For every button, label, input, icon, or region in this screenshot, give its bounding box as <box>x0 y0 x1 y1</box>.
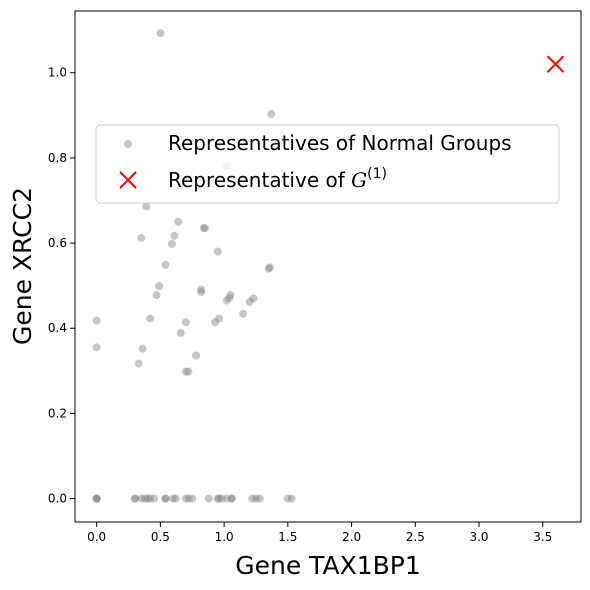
data-point-normal-group <box>174 217 183 226</box>
y-tick-label: 0.0 <box>48 492 67 506</box>
data-point-normal-group <box>227 494 236 503</box>
data-point-normal-group <box>141 494 150 503</box>
data-point-normal-group <box>248 494 257 503</box>
legend-marker-g1 <box>119 171 137 189</box>
data-point-normal-group <box>264 264 273 273</box>
data-point-normal-group <box>251 494 260 503</box>
data-point-normal-group <box>213 494 222 503</box>
data-point-normal-group <box>267 110 276 119</box>
data-point-normal-group <box>217 494 226 503</box>
data-point-normal-group <box>184 494 193 503</box>
legend-label-normal-groups: Representatives of Normal Groups <box>168 131 512 155</box>
data-point-normal-group <box>283 494 292 503</box>
y-tick-label: 0.8 <box>48 151 67 165</box>
data-point-normal-group <box>92 494 101 503</box>
data-point-g1 <box>546 55 565 73</box>
data-point-normal-group <box>138 344 147 353</box>
y-tick-label: 0.6 <box>48 236 67 250</box>
data-point-normal-group <box>225 294 234 303</box>
legend-label-g1-math-base: G <box>351 168 367 192</box>
data-point-normal-group <box>92 494 101 503</box>
data-point-normal-group <box>249 294 258 303</box>
x-axis-ticks: 0.0 0.5 1.0 1.5 2.0 2.5 3.0 3.5 <box>87 522 552 544</box>
plot-area-frame <box>74 10 582 523</box>
data-point-normal-group <box>201 224 210 233</box>
x-tick-label: 2.0 <box>342 530 361 544</box>
legend-label-g1: Representative of G(1) <box>168 166 387 192</box>
data-point-normal-group <box>150 494 159 503</box>
data-point-normal-group <box>255 494 264 503</box>
x-axis-label: Gene TAX1BP1 <box>235 551 421 580</box>
data-point-normal-group <box>130 494 139 503</box>
data-point-normal-group <box>161 260 170 269</box>
data-point-normal-group <box>161 494 170 503</box>
y-tick-label: 1.0 <box>48 66 67 80</box>
data-point-normal-group <box>184 367 193 376</box>
data-point-normal-group <box>211 318 220 327</box>
data-point-normal-group <box>152 291 161 300</box>
data-point-normal-group <box>239 309 248 318</box>
data-point-normal-group <box>181 494 190 503</box>
data-point-normal-group <box>199 224 208 233</box>
legend-label-g1-math-sup: (1) <box>367 166 387 182</box>
data-point-normal-group <box>92 343 101 352</box>
data-point-normal-group <box>266 263 275 272</box>
data-point-normal-group <box>92 316 101 325</box>
data-point-normal-group <box>146 494 155 503</box>
x-tick-label: 0.5 <box>151 530 170 544</box>
data-point-normal-group <box>146 314 155 323</box>
data-point-normal-group <box>156 29 165 38</box>
x-tick-label: 1.5 <box>278 530 297 544</box>
points-layer <box>92 29 565 503</box>
data-point-normal-group <box>167 239 176 248</box>
y-axis-ticks: 0.0 0.2 0.4 0.6 0.8 1.0 <box>48 66 75 506</box>
data-point-normal-group <box>245 297 254 306</box>
data-point-normal-group <box>197 288 206 297</box>
legend-frame <box>95 124 560 204</box>
data-point-normal-group <box>92 494 101 503</box>
data-point-normal-group <box>226 291 235 300</box>
data-point-normal-group <box>161 494 170 503</box>
x-tick-label: 2.5 <box>406 530 425 544</box>
data-point-normal-group <box>171 494 180 503</box>
x-tick-label: 3.5 <box>533 530 552 544</box>
data-point-normal-group <box>176 328 185 337</box>
data-point-normal-group <box>192 351 201 360</box>
x-tick-label: 0.0 <box>87 530 106 544</box>
data-point-normal-group <box>215 314 224 323</box>
data-point-normal-group <box>170 231 179 240</box>
legend-marker-normal-groups <box>124 140 132 148</box>
data-point-normal-group <box>142 202 151 211</box>
data-point-normal-group <box>137 233 146 242</box>
data-point-normal-group <box>188 494 197 503</box>
data-point-normal-group <box>227 494 236 503</box>
x-tick-label: 3.0 <box>469 530 488 544</box>
data-point-normal-group <box>181 367 190 376</box>
data-point-normal-group <box>130 494 139 503</box>
data-point-normal-group <box>204 494 213 503</box>
y-axis-label: Gene XRCC2 <box>8 187 37 345</box>
x-tick-label: 1.0 <box>215 530 234 544</box>
data-point-normal-group <box>197 285 206 294</box>
data-point-normal-group <box>137 494 146 503</box>
y-tick-label: 0.4 <box>48 321 67 335</box>
data-point-normal-group <box>215 494 224 503</box>
data-point-normal-group <box>222 494 231 503</box>
data-point-normal-group <box>181 318 190 327</box>
legend-label-g1-prefix: Representative of <box>168 168 351 192</box>
data-point-normal-group <box>134 359 143 368</box>
legend: Representatives of Normal Groups Represe… <box>95 124 560 204</box>
data-point-normal-group <box>213 247 222 256</box>
y-tick-label: 0.2 <box>48 406 67 420</box>
data-point-normal-group <box>287 494 296 503</box>
data-point-normal-group <box>169 494 178 503</box>
data-point-normal-group <box>222 296 231 305</box>
data-point-normal-group <box>143 494 152 503</box>
data-point-normal-group <box>155 282 164 291</box>
